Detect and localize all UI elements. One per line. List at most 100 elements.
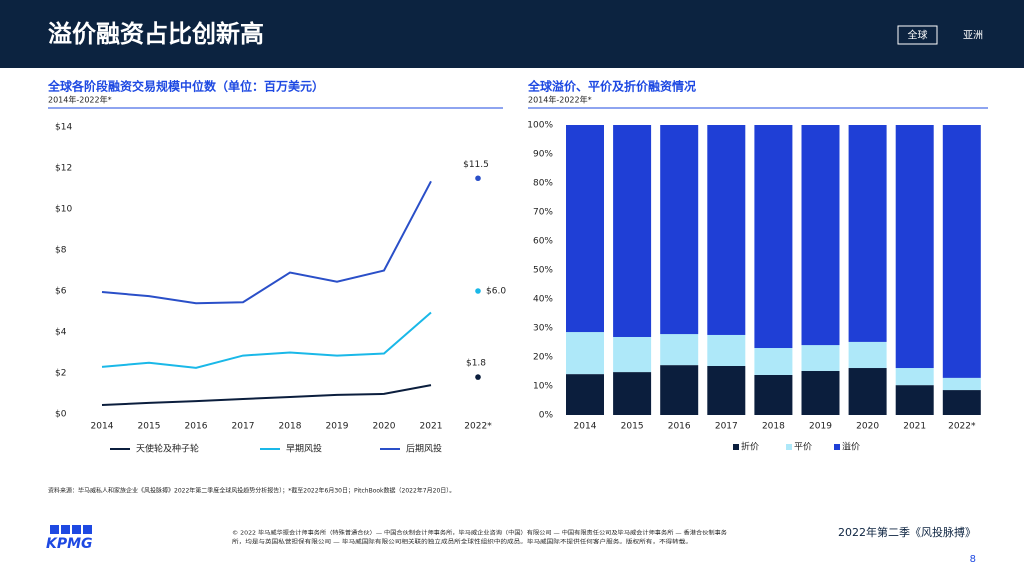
data-label: $1.8 <box>466 359 486 369</box>
y-tick-label: $8 <box>55 246 67 256</box>
data-point <box>475 288 481 294</box>
bar-segment <box>801 345 840 371</box>
x-tick-label: 2018 <box>762 422 785 432</box>
logo <box>50 525 92 534</box>
bar-segment <box>801 370 840 415</box>
bar-segment <box>895 125 934 369</box>
tab[interactable]: 全球 <box>908 29 928 42</box>
bar-segment <box>707 125 746 335</box>
y-tick-label: $4 <box>55 328 67 338</box>
x-tick-label: 2014 <box>574 422 597 432</box>
logo-box <box>72 525 81 534</box>
bar-segment <box>707 365 746 415</box>
y-tick-label: 30% <box>533 324 553 334</box>
x-tick-label: 2017 <box>232 422 255 432</box>
series-line <box>101 384 432 406</box>
bar-segment <box>848 125 887 342</box>
y-tick-label: $2 <box>55 369 66 379</box>
legal-notice: 所，均是与英国私营担保有限公司 — 毕马威国际有限公司相关联的独立成员所全球性组… <box>232 538 692 546</box>
y-tick-label: $6 <box>55 287 67 297</box>
logo-box <box>61 525 70 534</box>
legend-label: 后期风投 <box>406 443 442 455</box>
legend-swatch <box>786 444 792 450</box>
y-tick-label: 0% <box>539 411 554 421</box>
legend-label: 早期风投 <box>286 443 322 455</box>
y-tick-label: 50% <box>533 266 553 276</box>
bar-segment <box>942 390 981 415</box>
legend-label: 折价 <box>741 441 759 453</box>
tab-box[interactable] <box>897 25 938 45</box>
x-tick-label: 2020 <box>856 422 879 432</box>
x-tick-label: 2019 <box>326 422 349 432</box>
bar-segment <box>660 365 699 415</box>
slide-title: 溢价融资占比创新高 <box>48 20 264 48</box>
x-tick-label: 2020 <box>373 422 396 432</box>
x-tick-label: 2018 <box>279 422 302 432</box>
chart-subtitle: 2014年-2022年* <box>48 95 112 105</box>
x-tick-label: 2016 <box>668 422 691 432</box>
bar-segment <box>848 341 887 369</box>
y-tick-label: $12 <box>55 164 72 174</box>
publication: 2022年第二季《风投脉搏》 <box>838 525 976 539</box>
legend-swatch <box>733 444 739 450</box>
y-tick-label: 60% <box>533 237 553 247</box>
bar-segment <box>566 332 604 375</box>
logo-box <box>83 525 92 534</box>
y-tick-label: 100% <box>527 121 553 131</box>
bar-segment <box>895 385 934 415</box>
y-tick-label: 80% <box>533 179 553 189</box>
y-tick-label: 70% <box>533 208 553 218</box>
data-point <box>475 374 481 380</box>
bar-segment <box>613 372 652 415</box>
data-point <box>475 175 481 182</box>
y-tick-label: $0 <box>55 410 67 420</box>
data-label: $6.0 <box>486 287 506 297</box>
legal-notice: © 2022 毕马威华振会计师事务所（特殊普通合伙）— 中国合伙制会计师事务所，… <box>232 529 728 537</box>
header-bar <box>0 0 1024 68</box>
legend-label: 天使轮及种子轮 <box>136 443 199 455</box>
x-tick-label: 2021 <box>420 422 443 432</box>
bar-segment <box>801 125 840 346</box>
x-tick-label: 2022* <box>464 422 492 432</box>
bar-segment <box>895 368 934 386</box>
y-tick-label: 90% <box>533 150 553 160</box>
x-tick-label: 2015 <box>621 422 644 432</box>
bar-segment <box>754 348 793 375</box>
data-label: $11.5 <box>463 160 489 170</box>
bar-segment <box>613 336 652 373</box>
bar-segment <box>754 125 793 349</box>
source-note: 资料来源：毕马威私人和家族企业《风投脉搏》2022年第二季度全球风投趋势分析报告… <box>48 487 455 495</box>
legend-label: 平价 <box>794 442 812 453</box>
bar-segment <box>660 125 699 335</box>
legend-label: 溢价 <box>842 441 860 453</box>
series-line <box>101 180 432 305</box>
bar-segment <box>707 334 746 366</box>
y-tick-label: 20% <box>533 353 553 363</box>
x-tick-label: 2021 <box>903 422 926 432</box>
series-line <box>101 311 432 369</box>
bar-segment <box>848 368 887 415</box>
bar-segment <box>566 125 604 333</box>
y-tick-label: $10 <box>55 205 72 215</box>
logo-box <box>50 525 59 534</box>
chart-subtitle: 2014年-2022年* <box>528 95 592 105</box>
bar-segment <box>942 377 981 391</box>
x-tick-label: 2014 <box>91 422 114 432</box>
logo-text: KPMG <box>46 536 93 552</box>
x-tick-label: 2017 <box>715 422 738 432</box>
x-tick-label: 2016 <box>185 422 208 432</box>
bar-segment <box>613 125 652 337</box>
tab[interactable]: 亚洲 <box>963 30 983 42</box>
x-tick-label: 2022* <box>948 422 976 432</box>
y-tick-label: 10% <box>533 382 553 392</box>
page-number: 8 <box>970 554 976 565</box>
chart-title: 全球溢价、平价及折价融资情况 <box>527 79 696 94</box>
y-tick-label: 40% <box>533 295 553 305</box>
bar-segment <box>942 125 981 378</box>
bar-segment <box>566 374 604 415</box>
bar-segment <box>754 374 793 415</box>
legend-swatch <box>834 444 840 450</box>
bar-segment <box>660 334 699 366</box>
y-tick-label: $14 <box>55 123 72 133</box>
